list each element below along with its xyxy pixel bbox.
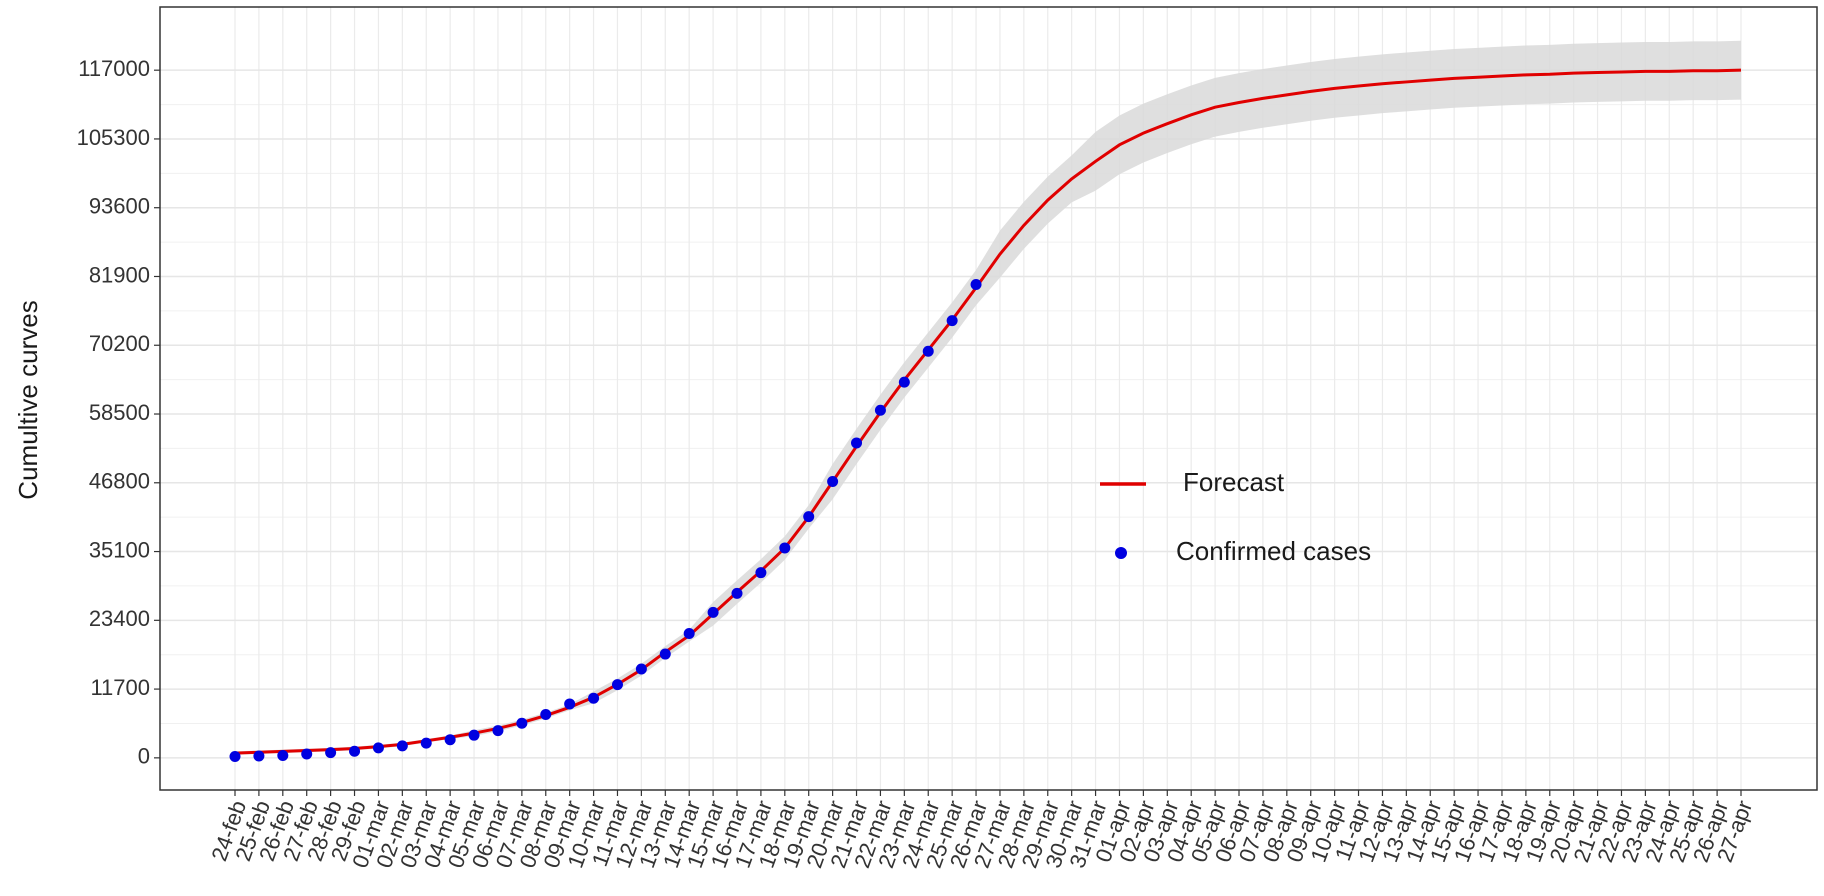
y-tick-label: 11700 xyxy=(90,675,150,700)
y-tick-label: 35100 xyxy=(89,537,150,562)
data-point xyxy=(253,750,265,762)
legend-dot xyxy=(1115,547,1127,559)
y-tick-label: 23400 xyxy=(89,606,150,631)
data-point xyxy=(349,745,361,757)
data-point xyxy=(946,315,958,327)
confidence-band xyxy=(235,40,1741,755)
data-point xyxy=(922,345,934,357)
y-tick-label: 105300 xyxy=(77,125,150,150)
data-point xyxy=(683,627,695,639)
y-tick-label: 81900 xyxy=(89,262,150,287)
data-point xyxy=(444,734,456,746)
data-point xyxy=(229,751,241,763)
forecast-line xyxy=(234,68,1742,755)
data-point xyxy=(898,376,910,388)
data-point xyxy=(755,567,767,579)
data-point xyxy=(970,278,982,290)
y-tick-label: 117000 xyxy=(78,56,150,81)
data-point xyxy=(707,606,719,618)
y-tick-label: 70200 xyxy=(89,331,150,356)
y-axis-label: Cumultive curves xyxy=(13,300,43,499)
data-point xyxy=(827,475,839,487)
data-point xyxy=(396,740,408,752)
data-point xyxy=(588,692,600,704)
data-point xyxy=(851,437,863,449)
data-point xyxy=(516,717,528,729)
plot-border xyxy=(159,6,1818,791)
legend-label: Forecast xyxy=(1183,467,1285,497)
data-point xyxy=(731,587,743,599)
data-point xyxy=(659,648,671,660)
legend-label: Confirmed cases xyxy=(1176,536,1371,566)
data-point xyxy=(325,747,337,759)
y-tick-label: 46800 xyxy=(89,469,150,494)
data-point xyxy=(564,698,576,710)
data-point xyxy=(779,542,791,554)
data-point xyxy=(803,511,815,523)
data-point xyxy=(635,663,647,675)
data-point xyxy=(372,742,384,754)
data-point xyxy=(492,725,504,737)
y-tick-label: 93600 xyxy=(89,194,150,219)
data-point xyxy=(277,749,289,761)
data-point xyxy=(611,679,623,691)
data-point xyxy=(420,737,432,749)
y-tick-label: 58500 xyxy=(89,400,150,425)
data-point xyxy=(468,729,480,741)
data-point xyxy=(874,404,886,416)
data-point xyxy=(301,748,313,760)
y-tick-label: 0 xyxy=(138,744,150,769)
data-point xyxy=(540,709,552,721)
